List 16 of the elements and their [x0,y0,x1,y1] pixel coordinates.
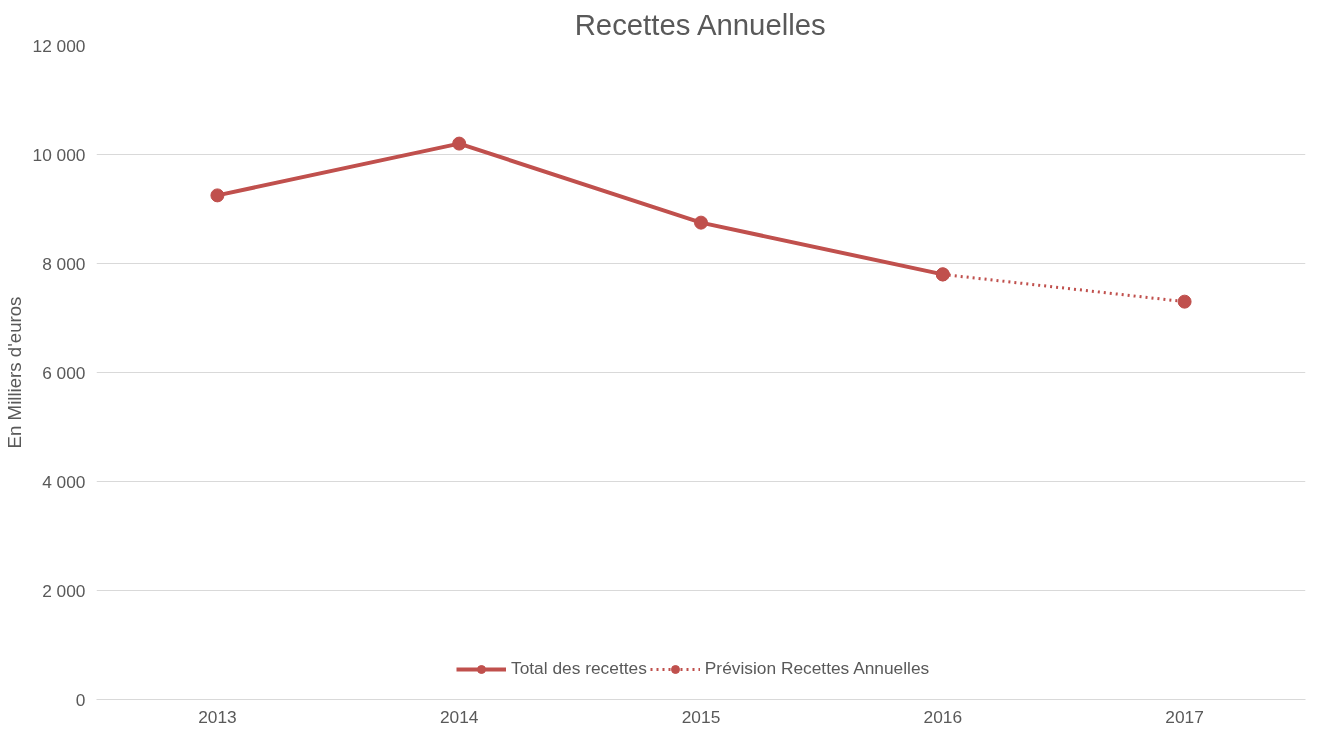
x-tick-label: 2017 [1165,706,1204,727]
chart-title: Recettes Annuelles [574,7,826,41]
x-tick-label: 2014 [439,706,479,727]
y-tick-label: 10 000 [32,144,86,165]
x-tick-label: 2013 [198,706,237,727]
y-tick-label: 0 [75,689,86,710]
x-tick-label: 2016 [923,706,963,727]
y-tick-label: 4 000 [42,471,86,492]
x-tick-label: 2015 [681,706,721,727]
y-tick-label: 8 000 [42,253,86,274]
y-tick-label: 12 000 [32,35,86,56]
legend-label: Prévision Recettes Annuelles [704,658,930,679]
y-tick-label: 2 000 [42,580,86,601]
y-tick-label: 6 000 [42,362,86,383]
y-axis-title: En Milliers d'euros [3,296,25,449]
legend-label: Total des recettes [511,658,647,679]
